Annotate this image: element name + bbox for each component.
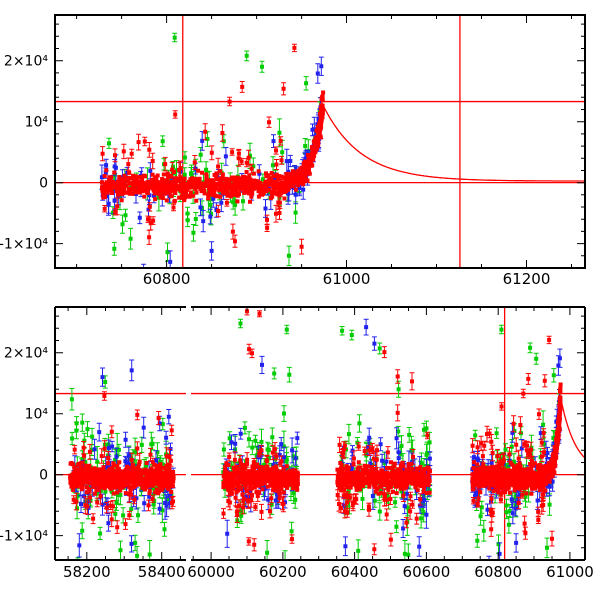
x-tick-label: 58200: [63, 563, 111, 581]
y-tick-label: 2×10⁴: [4, 54, 48, 70]
y-tick-label: -1×10⁴: [0, 529, 48, 545]
x-tick-label: 60400: [331, 563, 379, 581]
x-tick-label: 60200: [259, 563, 307, 581]
data-points-green: [107, 35, 322, 258]
y-tick-label: 0: [39, 176, 48, 192]
tick-marks: [55, 15, 585, 269]
top-panel: 60800 61000 61200 -1×10⁴ 0 10⁴ 2×10⁴: [0, 14, 586, 288]
bottom-panel: 58200 58400 60000 60200 60400 60600 60800 61000…: [0, 306, 594, 581]
tick-marks: [55, 307, 585, 561]
x-tick-label: 58400: [138, 563, 186, 581]
x-tick-label: 60800: [474, 563, 522, 581]
data-points-red: [68, 309, 563, 552]
data-points-blue: [72, 325, 562, 556]
y-tick-label: 10⁴: [25, 115, 49, 131]
y-tick-label: 0: [39, 468, 48, 484]
data-points-green: [69, 321, 562, 558]
error-bars-blue: [99, 56, 324, 268]
x-tick-label: 61000: [323, 270, 371, 288]
x-tick-label: 60000: [187, 563, 235, 581]
x-tick-label: 60800: [143, 270, 191, 288]
plot-area: [55, 15, 585, 268]
y-tick-label: -1×10⁴: [0, 237, 48, 253]
x-tick-label: 61200: [503, 270, 551, 288]
y-tick-label: 10⁴: [25, 407, 49, 423]
error-bars-green: [69, 318, 562, 560]
x-tick-label: 60600: [403, 563, 451, 581]
x-tick-label: 61000: [546, 563, 594, 581]
data-points-red: [99, 45, 326, 249]
axis-frame: [54, 306, 586, 561]
plot-area: [55, 307, 585, 560]
error-bars-blue: [71, 318, 563, 560]
y-tick-label: 2×10⁴: [4, 346, 48, 362]
